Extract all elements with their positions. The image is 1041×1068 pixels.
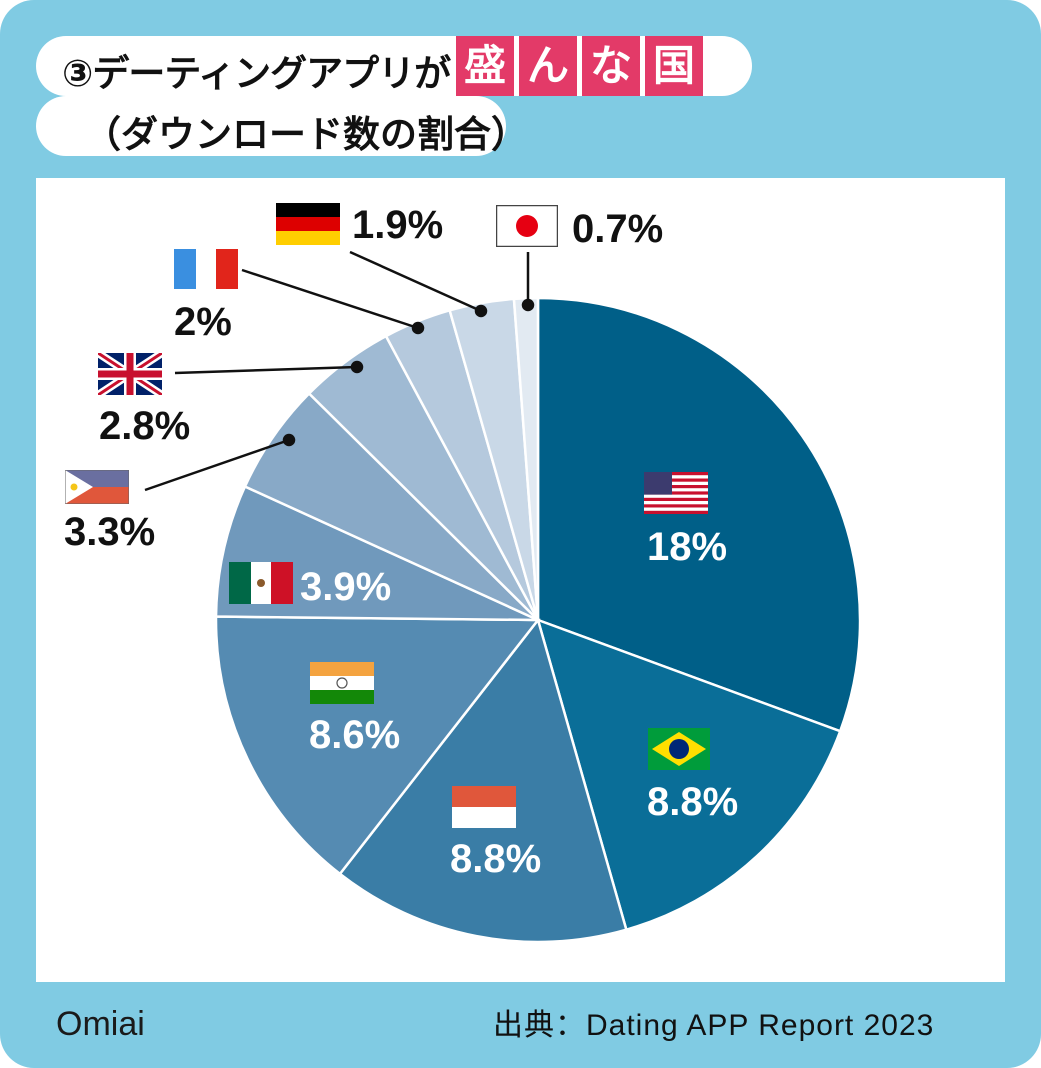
indonesia-flag-icon <box>452 786 516 828</box>
chart-subtitle: （ダウンロード数の割合） <box>84 114 528 155</box>
germany-flag-icon <box>276 203 340 245</box>
pie-slice-usa <box>536 296 862 733</box>
leader-dot <box>282 433 296 447</box>
slice-label-brazil: 8.8% <box>647 780 739 824</box>
pie-slice-indonesia <box>338 617 628 944</box>
leader-line-germany <box>349 250 482 313</box>
leader-line-france <box>241 268 419 330</box>
leader-line-philippines <box>144 438 290 492</box>
france-flag-icon <box>174 249 238 289</box>
slice-label-philippines: 3.3% <box>64 510 156 554</box>
pie-slice-mexico <box>214 484 539 622</box>
title-highlight-char: 国 <box>645 36 703 96</box>
title-highlight-char: な <box>582 36 640 96</box>
slice-label-mexico: 3.9% <box>300 565 392 609</box>
title-highlight-char: ん <box>519 36 577 96</box>
philippines-flag-icon <box>65 470 129 504</box>
uk-flag-icon <box>98 353 162 395</box>
slice-label-usa: 18% <box>647 525 728 569</box>
leader-dot <box>411 321 425 335</box>
slice-label-india: 8.6% <box>309 713 401 757</box>
leader-line-uk <box>174 365 358 375</box>
slice-label-france: 2% <box>174 300 232 344</box>
slice-label-uk: 2.8% <box>99 404 191 448</box>
leader-dot <box>474 304 488 318</box>
pie-slice-brazil <box>536 617 842 932</box>
leader-dot <box>521 298 535 312</box>
japan-flag-icon <box>496 205 558 247</box>
subtitle-pill <box>36 96 506 156</box>
omiai-logo: Omiai <box>56 1005 145 1043</box>
leader-dot <box>350 360 364 374</box>
title-highlight-char: 盛 <box>456 36 514 96</box>
pie-slice-japan <box>512 296 540 621</box>
chart-title: ③デーティングアプリが <box>62 53 451 94</box>
source-note: 出典：Dating APP Report 2023 <box>493 1009 935 1042</box>
slice-label-japan: 0.7% <box>572 207 664 251</box>
brazil-flag-icon <box>648 728 710 770</box>
usa-flag-icon <box>644 472 708 514</box>
mexico-flag-icon <box>229 562 293 604</box>
slice-label-germany: 1.9% <box>352 203 444 247</box>
india-flag-icon <box>310 662 374 704</box>
pie-slice-india <box>214 615 541 876</box>
slice-label-indonesia: 8.8% <box>450 837 542 881</box>
